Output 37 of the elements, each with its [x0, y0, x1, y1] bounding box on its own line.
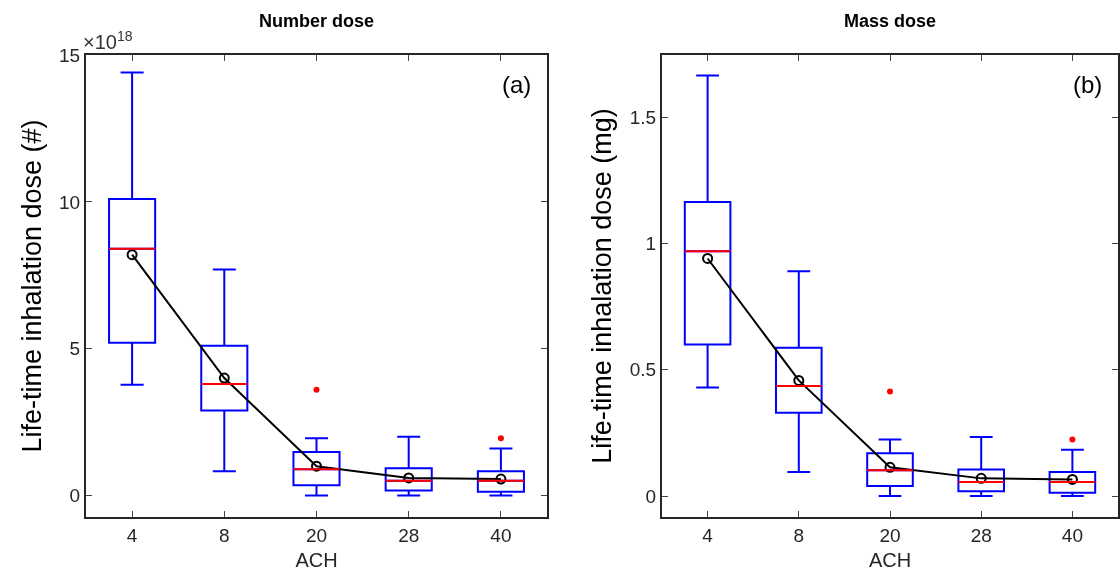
- x-tick-label: 28: [970, 524, 992, 546]
- y-tick-label: 1.5: [629, 107, 657, 129]
- point: [218, 372, 230, 384]
- chart-title: Number dose: [258, 10, 375, 31]
- y-axis-title: Life-time inhalation dose (#): [16, 119, 47, 453]
- y-axis-title: Life-time inhalation dose (mg): [587, 108, 618, 464]
- point: [884, 461, 896, 473]
- point: [495, 473, 507, 485]
- point: [403, 472, 415, 484]
- y-tick-label: 0: [645, 485, 657, 507]
- x-axis-title: ACH: [295, 548, 338, 571]
- point: [793, 374, 805, 386]
- point: [1066, 473, 1078, 485]
- x-tick-label: 20: [879, 524, 901, 546]
- chart-title: Mass dose: [843, 10, 937, 31]
- x-tick-label: 4: [702, 524, 714, 546]
- point: [702, 252, 714, 264]
- x-tick-label: 8: [793, 524, 805, 546]
- x-axis-title: ACH: [868, 548, 912, 571]
- y-tick-label: 1: [645, 233, 657, 255]
- x-tick-label: 40: [490, 524, 512, 546]
- annotation: (a): [502, 71, 532, 98]
- y-tick-label: 15: [59, 44, 81, 66]
- x-tick-label: 40: [1061, 524, 1083, 546]
- x-tick-label: 8: [219, 524, 230, 546]
- annotation: (b): [1073, 71, 1103, 98]
- y-tick-label: 10: [59, 191, 81, 213]
- x-tick-label: 4: [126, 524, 138, 546]
- y-tick-label: 0: [69, 485, 81, 507]
- y-tick-label: 0.5: [629, 359, 657, 381]
- x-tick-label: 20: [305, 524, 328, 546]
- point: [975, 472, 987, 484]
- x-tick-label: 28: [398, 524, 420, 546]
- point: [126, 249, 138, 261]
- y-tick-label: 5: [69, 338, 81, 360]
- point: [311, 460, 322, 472]
- text: ×10$^{18}$: [83, 28, 133, 54]
